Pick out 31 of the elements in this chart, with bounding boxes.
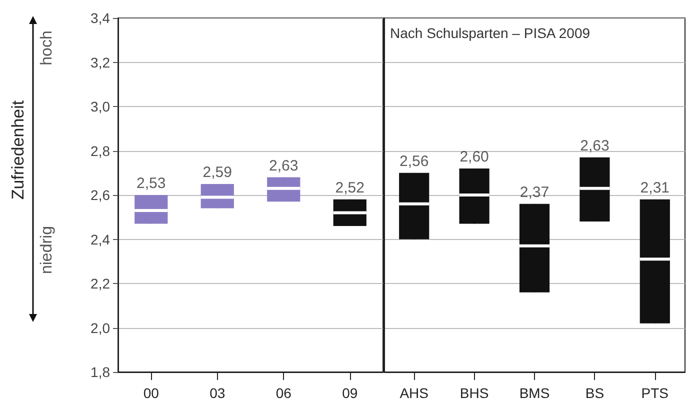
text: hoch — [38, 30, 56, 66]
annotation: 2,60 — [460, 148, 489, 166]
y-tick-label: 3,2 — [90, 54, 110, 70]
text: Nach Schulsparten – PISA 2009 — [390, 25, 590, 41]
text: niedrig — [38, 226, 56, 274]
y-tick-label: 1,8 — [90, 364, 110, 380]
x-tick-label: BMS — [519, 385, 550, 401]
x-tick-label: BS — [585, 385, 604, 401]
annotation: 2,63 — [269, 157, 298, 174]
annotation: 2,56 — [400, 152, 429, 170]
y-tick-label: 3,4 — [90, 10, 110, 26]
x-tick-label: AHS — [400, 385, 428, 401]
y-tick-label: 3,0 — [90, 98, 110, 114]
x-tick-label: 06 — [276, 385, 292, 401]
annotation: 2,53 — [136, 175, 166, 192]
annotation: 2,37 — [520, 184, 550, 201]
y-tick-label: 2,6 — [90, 187, 110, 203]
annotation: 2,59 — [202, 164, 232, 181]
x-tick-label: PTS — [641, 385, 669, 401]
x-tick-label: 09 — [342, 385, 358, 401]
y-tick-label: 2,2 — [90, 276, 110, 292]
y-axis-title: Zufriedenheit — [8, 100, 28, 200]
y-tick-label: 2,0 — [90, 320, 110, 336]
x-tick-label: 00 — [143, 385, 160, 401]
y-tick-label: 2,4 — [90, 231, 110, 248]
annotation: 2,52 — [335, 179, 364, 196]
y-tick-label: 2,8 — [90, 142, 110, 159]
annotation: 2,63 — [580, 137, 610, 154]
annotation: 2,31 — [640, 179, 670, 196]
x-tick-label: 03 — [210, 385, 226, 401]
x-tick-label: BHS — [460, 385, 489, 401]
